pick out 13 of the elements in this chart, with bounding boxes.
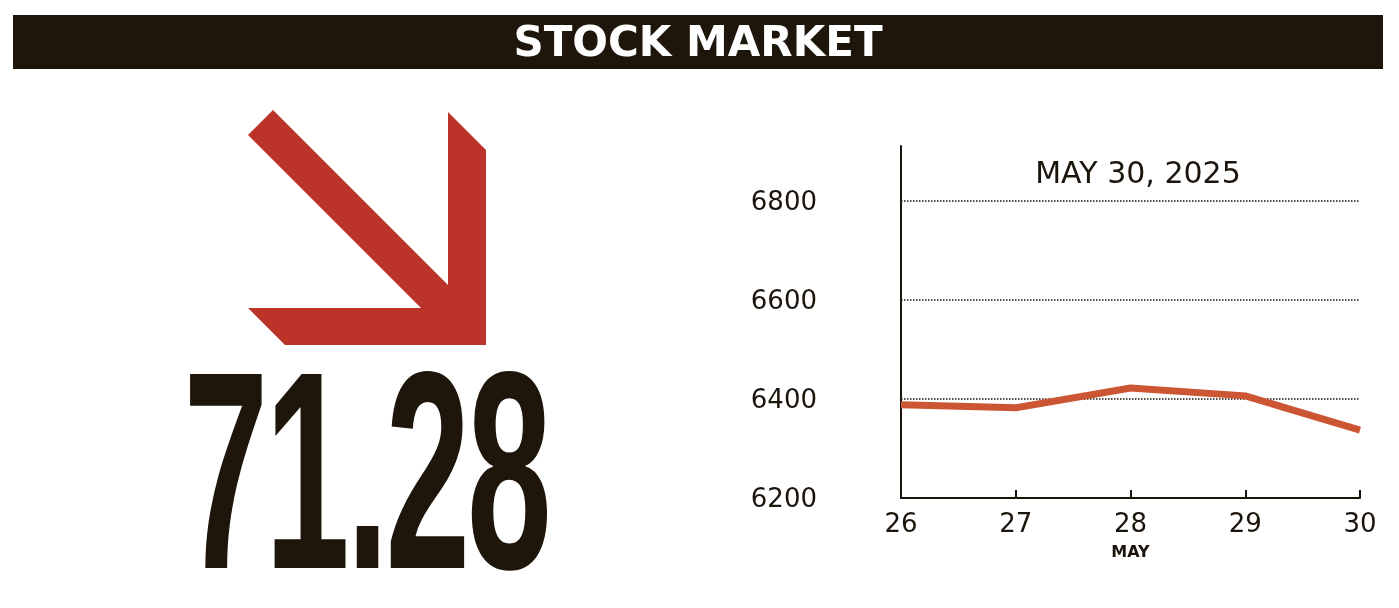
x-tick-label: 29: [1228, 508, 1262, 538]
y-tick-label: 6600: [750, 284, 817, 315]
x-axis-title: MAY: [1111, 541, 1151, 561]
y-tick-label: 6200: [750, 483, 817, 513]
y-tick-label: 6400: [750, 383, 817, 414]
x-tick-label: 28: [1113, 508, 1148, 538]
y-tick-label: 6800: [750, 185, 817, 216]
x-tick-label: 30: [1343, 508, 1377, 538]
chart-title: STOCK MARKET: [13, 15, 1383, 69]
text: 71.28: [183, 313, 549, 608]
x-tick-label: 27: [999, 508, 1033, 538]
x-tick-label: 26: [884, 508, 918, 538]
chart-subtitle: MAY 30, 2025: [1035, 154, 1241, 190]
